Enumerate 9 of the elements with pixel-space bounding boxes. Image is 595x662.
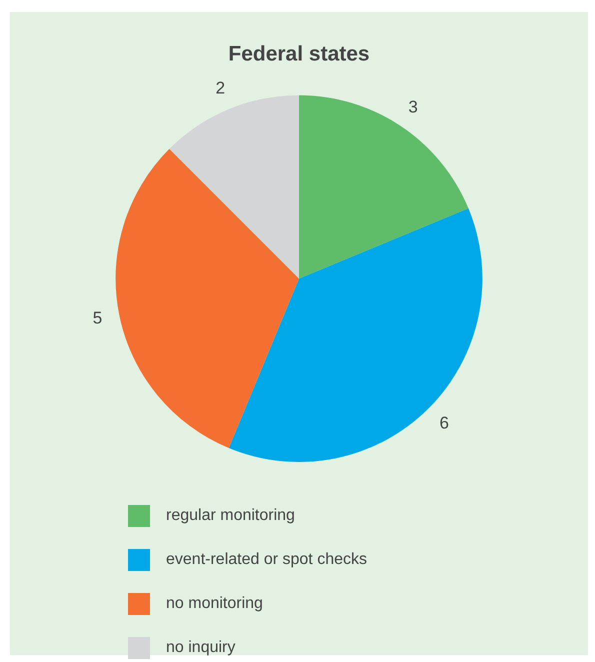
- chart-title: Federal states: [228, 42, 370, 66]
- legend-label: no inquiry: [166, 639, 236, 657]
- legend-label: no monitoring: [166, 595, 263, 613]
- legend-label: event-related or spot checks: [166, 551, 367, 569]
- data-label: 3: [408, 98, 418, 117]
- data-label: 6: [440, 414, 449, 433]
- data-label: 2: [216, 78, 226, 98]
- data-label: 5: [92, 308, 102, 328]
- legend-label: regular monitoring: [166, 507, 295, 525]
